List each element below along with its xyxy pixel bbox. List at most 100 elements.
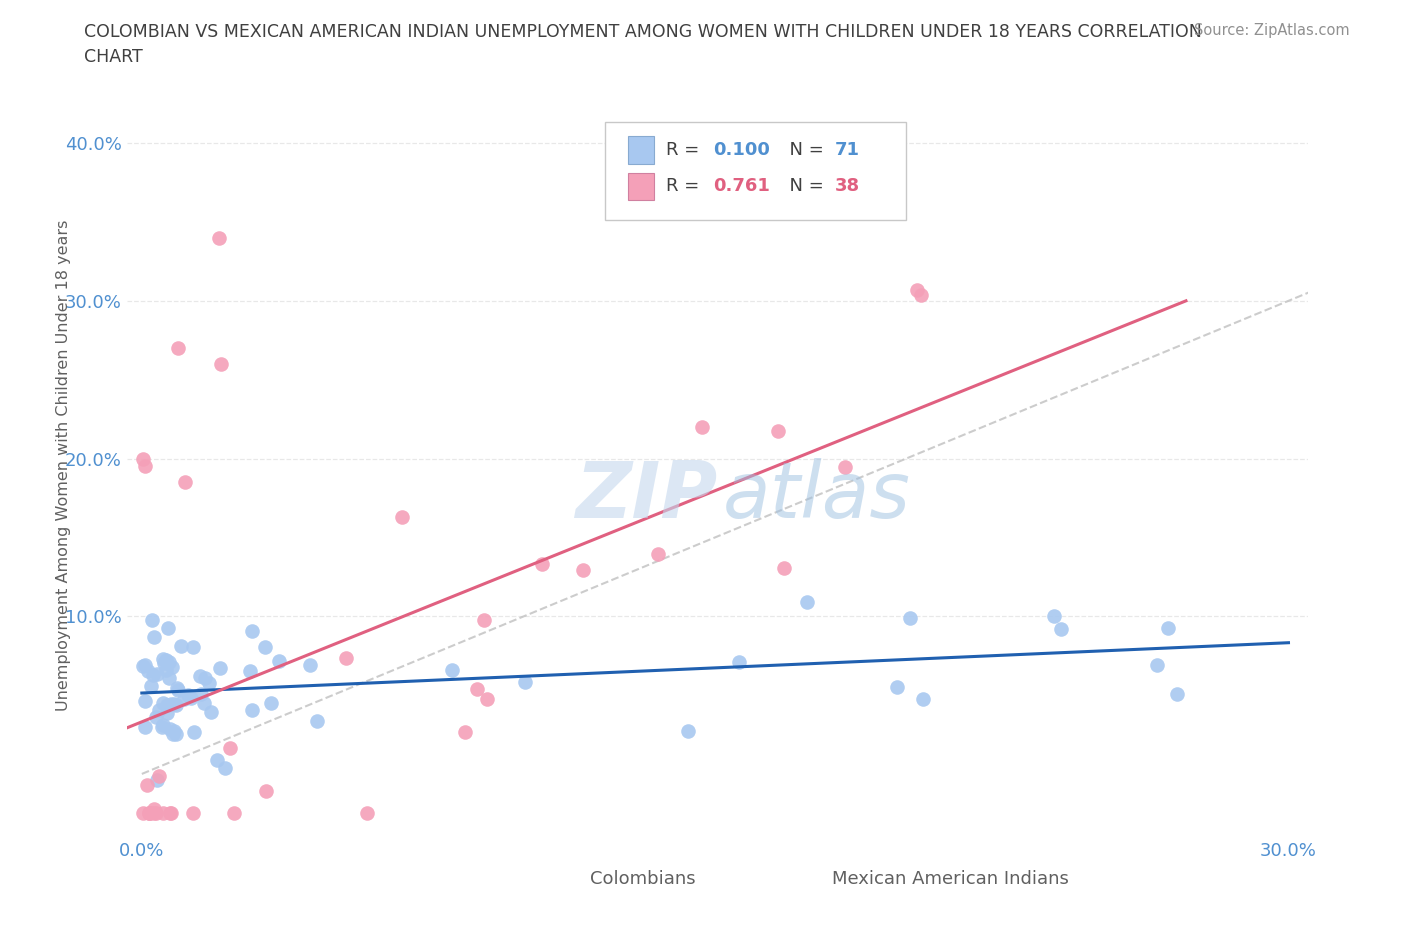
Point bbox=[239, 663, 262, 678]
Point bbox=[139, 806, 162, 821]
Point bbox=[152, 696, 174, 711]
Point bbox=[159, 721, 181, 736]
Text: 0.100: 0.100 bbox=[713, 141, 770, 159]
Point bbox=[132, 451, 155, 466]
Point bbox=[572, 563, 595, 578]
Point bbox=[834, 459, 856, 474]
Point bbox=[153, 656, 176, 671]
Text: N =: N = bbox=[779, 141, 830, 159]
Point bbox=[159, 806, 181, 821]
Point bbox=[159, 671, 181, 685]
FancyBboxPatch shape bbox=[628, 137, 654, 164]
Text: 38: 38 bbox=[835, 178, 860, 195]
Point bbox=[188, 669, 211, 684]
Point bbox=[515, 675, 537, 690]
Text: Unemployment Among Women with Children Under 18 years: Unemployment Among Women with Children U… bbox=[56, 219, 70, 711]
Point bbox=[208, 231, 231, 246]
Point bbox=[155, 662, 177, 677]
Point bbox=[253, 640, 276, 655]
Point bbox=[475, 691, 498, 706]
Point bbox=[531, 556, 554, 571]
Point bbox=[142, 667, 165, 682]
Text: R =: R = bbox=[666, 141, 706, 159]
Point bbox=[209, 356, 232, 371]
Point bbox=[1043, 609, 1066, 624]
Point bbox=[728, 655, 751, 670]
Text: Colombians: Colombians bbox=[589, 870, 695, 888]
Point bbox=[160, 659, 183, 674]
Point bbox=[453, 724, 475, 739]
Point bbox=[200, 704, 222, 719]
Point bbox=[167, 683, 190, 698]
Point bbox=[647, 547, 669, 562]
FancyBboxPatch shape bbox=[794, 870, 820, 894]
Point bbox=[173, 692, 195, 707]
Point bbox=[260, 696, 283, 711]
Point bbox=[146, 773, 169, 788]
Point bbox=[162, 727, 184, 742]
Point bbox=[150, 720, 173, 735]
Point bbox=[163, 724, 186, 738]
Point bbox=[160, 806, 183, 821]
Point bbox=[912, 691, 935, 706]
Point bbox=[142, 806, 165, 821]
Point bbox=[198, 675, 221, 690]
Point bbox=[465, 682, 488, 697]
Point bbox=[156, 706, 179, 721]
Point bbox=[181, 640, 204, 655]
Point bbox=[214, 761, 236, 776]
Point bbox=[173, 474, 195, 489]
Point bbox=[132, 658, 155, 673]
Point bbox=[145, 709, 167, 724]
Text: 0.761: 0.761 bbox=[713, 178, 770, 195]
Point bbox=[139, 678, 162, 693]
Point bbox=[190, 687, 212, 702]
Point bbox=[1146, 658, 1168, 672]
Point bbox=[166, 340, 188, 355]
Point bbox=[157, 621, 180, 636]
Text: Mexican American Indians: Mexican American Indians bbox=[831, 870, 1069, 888]
Point bbox=[159, 655, 181, 670]
Point bbox=[142, 630, 165, 644]
Point bbox=[910, 288, 932, 303]
FancyBboxPatch shape bbox=[605, 123, 905, 220]
Point bbox=[138, 664, 160, 679]
Point bbox=[1157, 620, 1180, 635]
Text: CHART: CHART bbox=[84, 48, 143, 66]
Point bbox=[141, 613, 163, 628]
Point bbox=[240, 702, 263, 717]
Point bbox=[134, 658, 156, 672]
Point bbox=[145, 806, 167, 821]
Text: Source: ZipAtlas.com: Source: ZipAtlas.com bbox=[1194, 23, 1350, 38]
Point bbox=[356, 806, 378, 821]
Point bbox=[766, 423, 789, 438]
Text: atlas: atlas bbox=[723, 458, 911, 534]
Point bbox=[135, 777, 157, 792]
Point bbox=[676, 724, 699, 738]
Point bbox=[134, 694, 156, 709]
Point bbox=[193, 696, 215, 711]
Point bbox=[796, 594, 818, 609]
Point bbox=[772, 561, 794, 576]
Point bbox=[224, 806, 246, 821]
Point bbox=[305, 714, 328, 729]
Text: COLOMBIAN VS MEXICAN AMERICAN INDIAN UNEMPLOYMENT AMONG WOMEN WITH CHILDREN UNDE: COLOMBIAN VS MEXICAN AMERICAN INDIAN UNE… bbox=[84, 23, 1202, 41]
Text: R =: R = bbox=[666, 178, 706, 195]
Point bbox=[138, 806, 160, 821]
FancyBboxPatch shape bbox=[628, 173, 654, 200]
Point bbox=[205, 752, 228, 767]
Point bbox=[440, 662, 463, 677]
Point bbox=[170, 639, 193, 654]
Point bbox=[145, 666, 167, 681]
Point bbox=[134, 720, 156, 735]
Point bbox=[138, 806, 160, 821]
Point bbox=[298, 658, 321, 673]
Point bbox=[155, 653, 177, 668]
Point bbox=[165, 698, 187, 712]
Point bbox=[159, 697, 181, 711]
Point bbox=[134, 459, 156, 474]
Point bbox=[907, 283, 929, 298]
Point bbox=[194, 671, 217, 685]
Point bbox=[335, 651, 357, 666]
Point bbox=[156, 698, 179, 712]
